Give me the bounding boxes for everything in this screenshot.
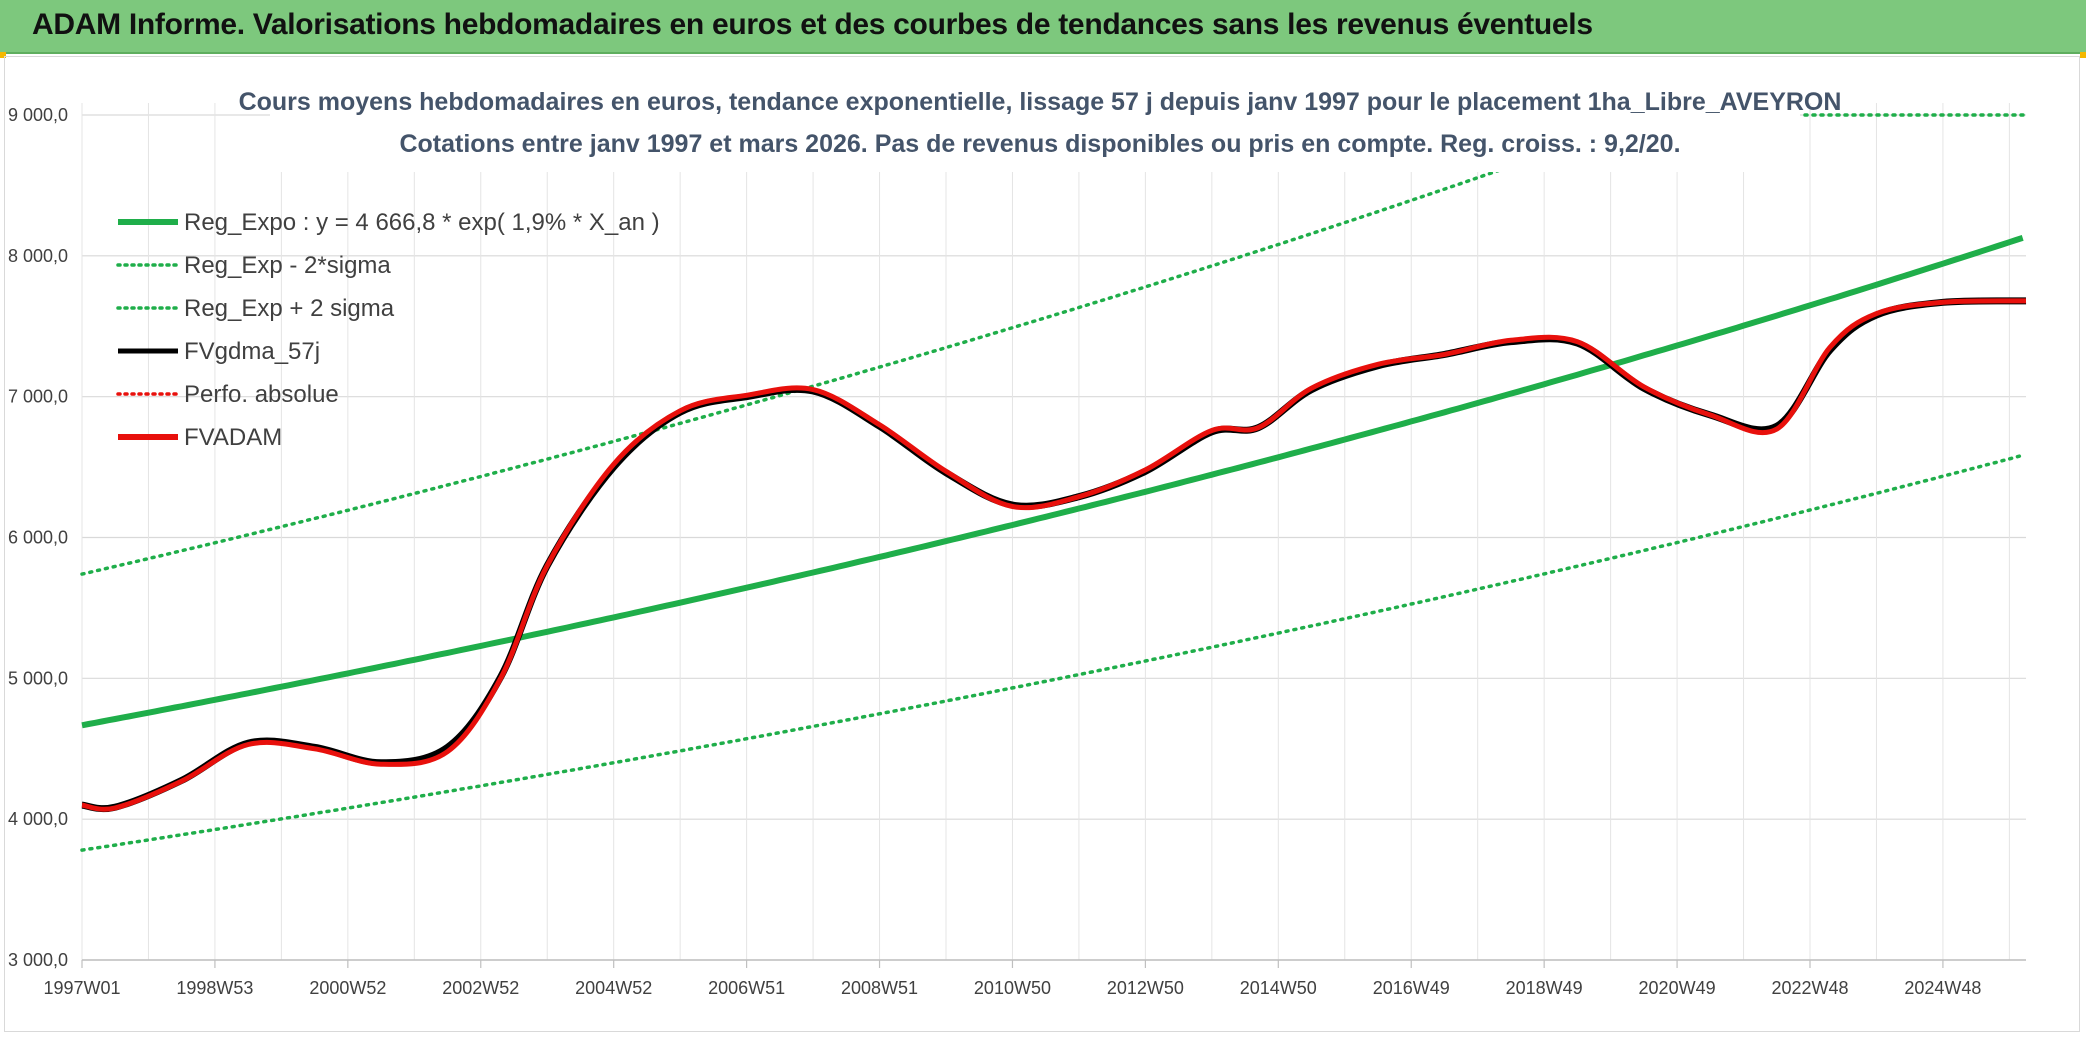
y-tick-label: 7 000,0 — [8, 387, 68, 407]
y-tick-label: 8 000,0 — [8, 246, 68, 266]
x-tick-label: 2024W48 — [1904, 978, 1981, 998]
corner-marker — [2080, 52, 2086, 58]
legend-label: Perfo. absolue — [184, 381, 339, 408]
x-tick-label: 2020W49 — [1639, 978, 1716, 998]
legend-label: FVADAM — [184, 424, 282, 451]
report-header: ADAM Informe. Valorisations hebdomadaire… — [0, 0, 2086, 54]
x-tick-label: 1998W53 — [176, 978, 253, 998]
chart-title-line1: Cours moyens hebdomadaires en euros, ten… — [239, 88, 1842, 116]
series-fvadam — [81, 298, 2027, 812]
y-axis: 3 000,0 4 000,0 5 000,0 6 000,0 7 000,0 8 000… — [8, 105, 68, 970]
x-tick-label: 1997W01 — [43, 978, 120, 998]
x-tick-label: 2016W49 — [1373, 978, 1450, 998]
chart-frame — [4, 56, 2080, 1032]
legend-label: FVgdma_57j — [184, 338, 320, 365]
x-tick-label: 2012W50 — [1107, 978, 1184, 998]
x-tick-label: 2004W52 — [575, 978, 652, 998]
x-tick-label: 2006W51 — [708, 978, 785, 998]
legend-label: Reg_Exp + 2 sigma — [184, 295, 395, 322]
x-axis: 1997W01 1998W53 2000W52 2002W52 2004W52 2006W… — [43, 959, 2026, 998]
x-tick-label: 2010W50 — [974, 978, 1051, 998]
report-title: ADAM Informe. Valorisations hebdomadaire… — [32, 8, 1593, 41]
series-reg-exp-plus-2sigma — [80, 114, 1653, 576]
series-perfo-absolue — [81, 299, 2027, 811]
y-tick-label: 6 000,0 — [8, 528, 68, 548]
series-reg-expo — [81, 235, 2024, 729]
legend-label: Reg_Exp - 2*sigma — [184, 252, 391, 279]
title-background — [270, 80, 1800, 172]
x-tick-label: 2018W49 — [1506, 978, 1583, 998]
legend-label: Reg_Expo : y = 4 666,8 * exp( 1,9% * X_a… — [184, 209, 660, 236]
legend: Reg_Expo : y = 4 666,8 * exp( 1,9% * X_a… — [116, 209, 660, 451]
grid — [81, 103, 2026, 961]
x-tick-label: 2008W51 — [841, 978, 918, 998]
y-tick-label: 4 000,0 — [8, 809, 68, 829]
y-tick-label: 9 000,0 — [8, 105, 68, 125]
corner-marker — [0, 52, 6, 58]
plot-area — [80, 113, 2028, 852]
series-fvgdma-57j — [81, 297, 2027, 813]
series-reg-exp-minus-2sigma — [80, 453, 2025, 852]
chart-title-line2: Cotations entre janv 1997 et mars 2026. … — [399, 130, 1680, 158]
x-tick-label: 2014W50 — [1240, 978, 1317, 998]
x-tick-label: 2000W52 — [309, 978, 386, 998]
x-tick-label: 2022W48 — [1771, 978, 1848, 998]
y-tick-label: 3 000,0 — [8, 950, 68, 970]
x-tick-label: 2002W52 — [442, 978, 519, 998]
y-tick-label: 5 000,0 — [8, 668, 68, 688]
